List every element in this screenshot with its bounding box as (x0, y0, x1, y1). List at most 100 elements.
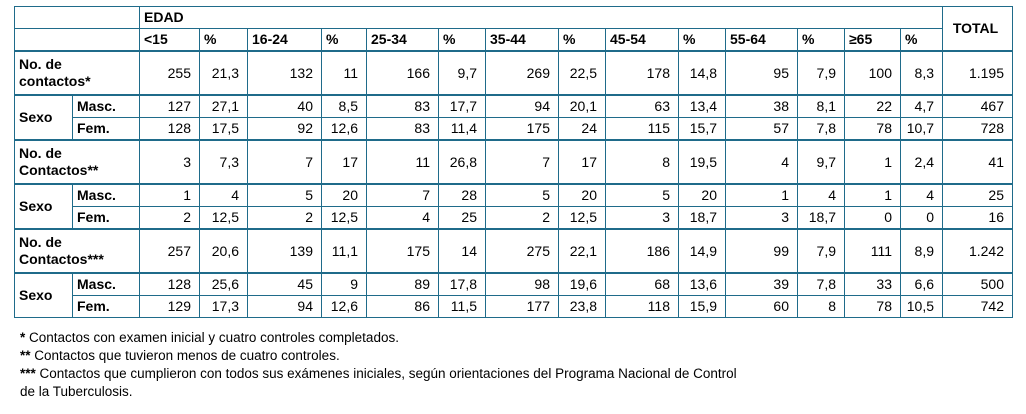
data-cell: 22 (844, 94, 901, 118)
data-cell: 7 (485, 139, 559, 185)
footnote-text: Contactos con examen inicial y cuatro co… (25, 330, 399, 345)
masc-row: Sexo Masc. 128 25,6 45 9 89 17,8 98 19,6 68 13,6 39 7… (14, 272, 1013, 318)
sexo-label: Sexo (14, 94, 73, 141)
data-cell: 89 (366, 272, 439, 296)
data-cell: 8,1 (797, 94, 845, 118)
data-cell: 17,5 (199, 117, 248, 141)
data-cell: 9,7 (438, 50, 486, 96)
contacts-total-row: No. de Contactos*** 257 20,6 139 11,1 175 14 275… (14, 228, 1013, 274)
data-cell: 269 (485, 50, 559, 96)
data-cell: 175 (366, 228, 439, 274)
data-cell: 728 (942, 117, 1013, 141)
data-cell: 12,6 (321, 117, 367, 141)
data-cell: 8 (605, 139, 679, 185)
footnote-mark: * (20, 330, 26, 345)
data-cell: 4 (725, 139, 798, 185)
data-cell: 86 (366, 295, 439, 318)
data-cell: 186 (605, 228, 679, 274)
data-cell: 500 (942, 272, 1013, 296)
header-row-1: EDAD TOTAL (14, 6, 1013, 52)
contacts-label-line1: No. de (19, 234, 62, 250)
data-cell: 2 (485, 206, 559, 230)
contacts-label-line1: No. de (19, 56, 62, 72)
data-cell: 92 (247, 117, 322, 141)
footnotes: * Contactos con examen inicial y cuatro … (20, 329, 737, 401)
data-cell: 12,5 (199, 206, 248, 230)
contacts-label: No. de Contactos** (14, 139, 140, 185)
data-cell: 1 (725, 183, 798, 207)
fem-label: Fem. (72, 295, 140, 318)
data-cell: 19,5 (678, 139, 726, 185)
contacts-label-line2: Contactos** (19, 162, 99, 178)
data-cell: 257 (139, 228, 200, 274)
data-cell: 7 (247, 139, 322, 185)
data-cell: 7,8 (797, 272, 845, 296)
data-cell: 27,1 (199, 94, 248, 118)
data-cell: 21,3 (199, 50, 248, 96)
contacts-total-row: No. de contactos* 255 21,3 132 11 166 9,7 269 22,… (14, 50, 1013, 96)
data-cell: 178 (605, 50, 679, 96)
data-cell: 115 (605, 117, 679, 141)
data-cell: 4 (797, 183, 845, 207)
data-cell: 7 (366, 183, 439, 207)
data-cell: 23,8 (558, 295, 606, 318)
data-cell: 11,4 (438, 117, 486, 141)
data-cell: 9 (321, 272, 367, 296)
footnote-1: * Contactos con examen inicial y cuatro … (20, 329, 737, 347)
data-cell: 177 (485, 295, 559, 318)
data-cell: 8,3 (900, 50, 943, 96)
data-cell: 98 (485, 272, 559, 296)
percent-header: % (199, 28, 248, 52)
data-cell: 19,6 (558, 272, 606, 296)
footnote-text: de la Tuberculosis. (20, 384, 133, 399)
percent-header: % (678, 28, 726, 52)
age-group-header: <15 (139, 28, 200, 52)
data-cell: 17,7 (438, 94, 486, 118)
data-cell: 11 (321, 50, 367, 96)
data-cell: 6,6 (900, 272, 943, 296)
percent-header: % (321, 28, 367, 52)
masc-row: Sexo Masc. 1 4 5 20 7 28 5 20 5 20 1 4 1 4 25 (14, 183, 1013, 230)
age-group-header: 35-44 (485, 28, 559, 52)
data-cell: 45 (247, 272, 322, 296)
data-cell: 175 (485, 117, 559, 141)
data-cell: 95 (725, 50, 798, 96)
contacts-label-line1: No. de (19, 145, 62, 161)
data-cell: 1 (844, 183, 901, 207)
edad-header: EDAD (139, 6, 943, 29)
data-cell: 2,4 (900, 139, 943, 185)
data-cell: 5 (605, 183, 679, 207)
contacts-table: EDAD TOTAL <15% 16-24% 25-34% 35-44% 45-54% 5… (14, 6, 1013, 318)
footnote-text: Contactos que tuvieron menos de cuatro c… (30, 348, 340, 363)
data-cell: 16 (942, 206, 1013, 230)
data-cell: 12,5 (321, 206, 367, 230)
data-cell: 57 (725, 117, 798, 141)
data-cell: 8,9 (900, 228, 943, 274)
data-cell: 13,4 (678, 94, 726, 118)
data-cell: 7,3 (199, 139, 248, 185)
data-cell: 111 (844, 228, 901, 274)
footnote-mark: ** (20, 348, 31, 363)
data-cell: 255 (139, 50, 200, 96)
data-cell: 129 (139, 295, 200, 318)
masc-label: Masc. (72, 183, 140, 207)
data-cell: 4,7 (900, 94, 943, 118)
contacts-total-row: No. de Contactos** 3 7,3 7 17 11 26,8 7 17 8 19,5 4 9… (14, 139, 1013, 185)
data-cell: 99 (725, 228, 798, 274)
data-cell: 39 (725, 272, 798, 296)
data-cell: 26,8 (438, 139, 486, 185)
data-cell: 22,1 (558, 228, 606, 274)
data-cell: 3 (725, 206, 798, 230)
contacts-label-line2: contactos* (19, 73, 91, 89)
data-cell: 128 (139, 272, 200, 296)
sexo-label: Sexo (14, 183, 73, 230)
data-cell: 7,8 (797, 117, 845, 141)
data-cell: 100 (844, 50, 901, 96)
data-cell: 127 (139, 94, 200, 118)
data-cell: 38 (725, 94, 798, 118)
data-cell: 132 (247, 50, 322, 96)
data-cell: 7,9 (797, 228, 845, 274)
data-cell: 24 (558, 117, 606, 141)
data-cell: 8,5 (321, 94, 367, 118)
data-cell: 5 (247, 183, 322, 207)
